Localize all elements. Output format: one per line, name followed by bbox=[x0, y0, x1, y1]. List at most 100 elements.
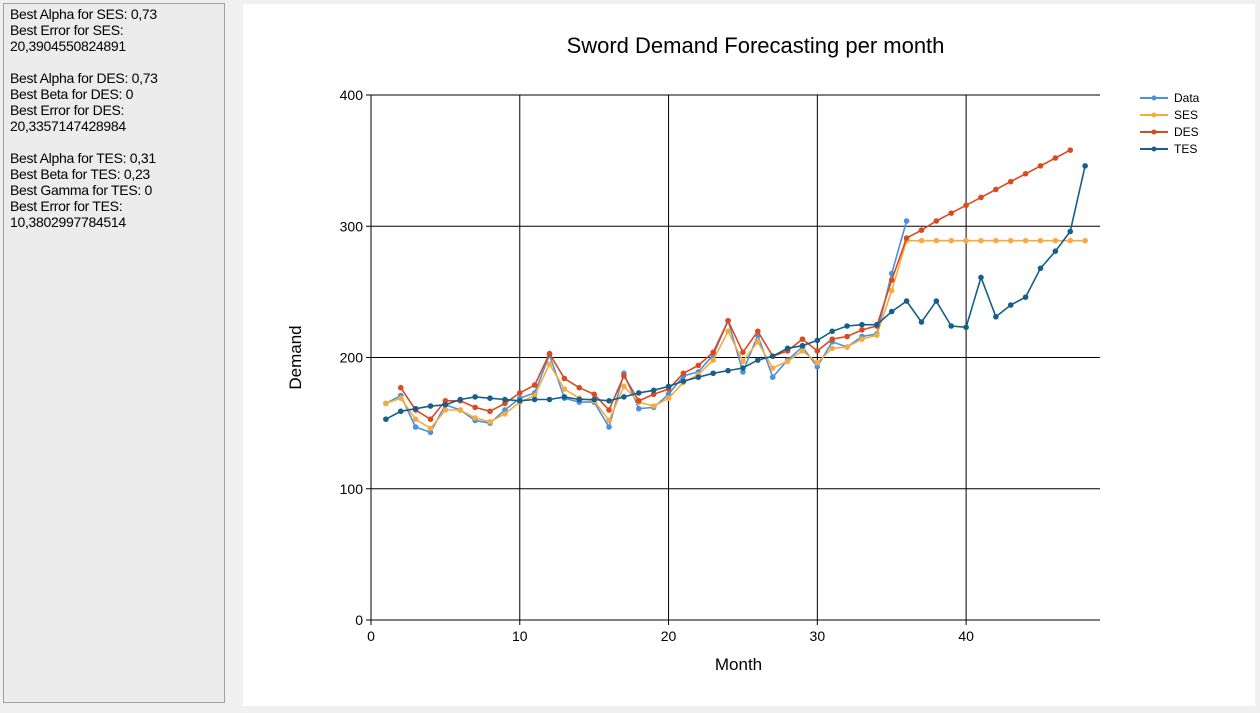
data-point-data bbox=[769, 374, 776, 380]
data-point-tes bbox=[963, 324, 969, 331]
data-point-des bbox=[606, 407, 612, 413]
data-point-ses bbox=[829, 345, 836, 352]
data-point-ses bbox=[650, 403, 657, 409]
results-panel: Best Alpha for SES: 0,73 Best Error for S… bbox=[3, 3, 225, 703]
data-point-des bbox=[859, 327, 865, 333]
data-point-ses bbox=[755, 338, 761, 345]
y-tick-label: 200 bbox=[340, 350, 364, 366]
data-point-ses bbox=[918, 237, 925, 244]
data-point-ses bbox=[948, 237, 955, 244]
data-point-des bbox=[650, 391, 657, 398]
data-point-des bbox=[814, 348, 821, 354]
data-point-tes bbox=[814, 337, 821, 344]
data-point-des bbox=[397, 384, 404, 391]
data-point-ses bbox=[859, 336, 865, 342]
data-point-ses bbox=[1052, 237, 1059, 244]
data-point-tes bbox=[621, 394, 627, 400]
data-point-tes bbox=[442, 401, 449, 408]
data-point-data bbox=[635, 405, 642, 412]
data-point-ses bbox=[1007, 237, 1014, 244]
x-tick-label: 10 bbox=[512, 628, 528, 644]
legend-label-data: Data bbox=[1174, 91, 1200, 105]
data-point-tes bbox=[755, 357, 761, 363]
data-point-tes bbox=[888, 308, 895, 315]
data-point-tes bbox=[948, 323, 955, 329]
results-line: Best Error for TES: bbox=[10, 198, 123, 214]
data-point-tes bbox=[665, 383, 672, 390]
results-line bbox=[10, 54, 224, 70]
data-point-data bbox=[903, 218, 910, 224]
legend-marker-des bbox=[1151, 129, 1157, 135]
results-line: Best Beta for DES: 0 bbox=[10, 86, 134, 102]
data-point-tes bbox=[799, 342, 806, 349]
data-point-ses bbox=[933, 237, 940, 244]
data-point-des bbox=[546, 350, 553, 357]
data-point-ses bbox=[1082, 237, 1088, 244]
x-tick-label: 40 bbox=[958, 628, 974, 644]
data-point-ses bbox=[710, 357, 716, 363]
data-point-tes bbox=[874, 321, 880, 328]
data-point-data bbox=[814, 363, 821, 370]
data-point-tes bbox=[502, 396, 508, 403]
data-point-des bbox=[427, 416, 434, 422]
results-line bbox=[10, 134, 224, 150]
data-point-des bbox=[621, 373, 627, 379]
data-point-ses bbox=[442, 407, 449, 413]
data-point-tes bbox=[903, 298, 910, 304]
data-point-ses bbox=[383, 400, 389, 407]
data-point-des bbox=[1037, 163, 1044, 169]
legend-marker-ses bbox=[1151, 112, 1157, 118]
data-point-tes bbox=[383, 416, 389, 422]
data-point-tes bbox=[472, 394, 478, 400]
data-point-tes bbox=[829, 328, 836, 335]
data-point-tes bbox=[487, 395, 493, 401]
data-point-tes bbox=[531, 396, 538, 403]
data-point-tes bbox=[933, 298, 940, 304]
data-point-des bbox=[1007, 178, 1014, 185]
results-line: 20,3357147428984 bbox=[10, 118, 126, 134]
chart-title: Sword Demand Forecasting per month bbox=[567, 33, 945, 58]
data-point-des bbox=[531, 382, 538, 388]
data-point-des bbox=[948, 210, 955, 216]
x-axis-label: Month bbox=[715, 655, 762, 674]
data-point-ses bbox=[621, 383, 627, 390]
data-point-tes bbox=[844, 323, 850, 329]
data-point-des bbox=[903, 235, 910, 241]
results-line: Best Error for DES: bbox=[10, 102, 125, 118]
data-point-data bbox=[606, 424, 612, 430]
data-point-ses bbox=[1067, 237, 1074, 244]
data-point-ses bbox=[978, 237, 984, 244]
results-line: Best Gamma for TES: 0 bbox=[10, 182, 153, 198]
legend-label-tes: TES bbox=[1174, 142, 1197, 156]
data-point-ses bbox=[784, 358, 791, 365]
data-point-ses bbox=[427, 425, 434, 432]
series-line-data bbox=[385, 220, 908, 434]
data-point-ses bbox=[769, 365, 776, 371]
data-point-ses bbox=[606, 417, 612, 424]
data-point-des bbox=[725, 317, 731, 324]
data-point-tes bbox=[680, 378, 687, 384]
data-point-ses bbox=[665, 395, 672, 401]
results-line: Best Alpha for SES: 0,73 bbox=[10, 6, 157, 22]
data-point-tes bbox=[1052, 248, 1059, 254]
data-point-tes bbox=[412, 405, 419, 412]
data-point-des bbox=[680, 370, 687, 377]
legend-marker-data bbox=[1151, 95, 1157, 101]
data-point-des bbox=[561, 375, 568, 382]
data-point-ses bbox=[1022, 237, 1029, 244]
data-point-des bbox=[591, 391, 597, 398]
y-tick-label: 100 bbox=[340, 481, 364, 497]
x-tick-label: 30 bbox=[810, 628, 826, 644]
data-point-des bbox=[963, 202, 969, 209]
data-point-tes bbox=[859, 321, 865, 328]
data-point-des bbox=[1052, 155, 1059, 161]
y-tick-label: 300 bbox=[340, 218, 364, 234]
data-point-des bbox=[740, 349, 746, 356]
data-point-ses bbox=[546, 361, 553, 367]
data-point-des bbox=[502, 400, 508, 407]
data-point-des bbox=[710, 349, 716, 356]
data-point-data bbox=[502, 407, 508, 413]
data-point-tes bbox=[978, 274, 984, 281]
data-point-tes bbox=[635, 390, 642, 396]
data-point-ses bbox=[844, 344, 850, 350]
